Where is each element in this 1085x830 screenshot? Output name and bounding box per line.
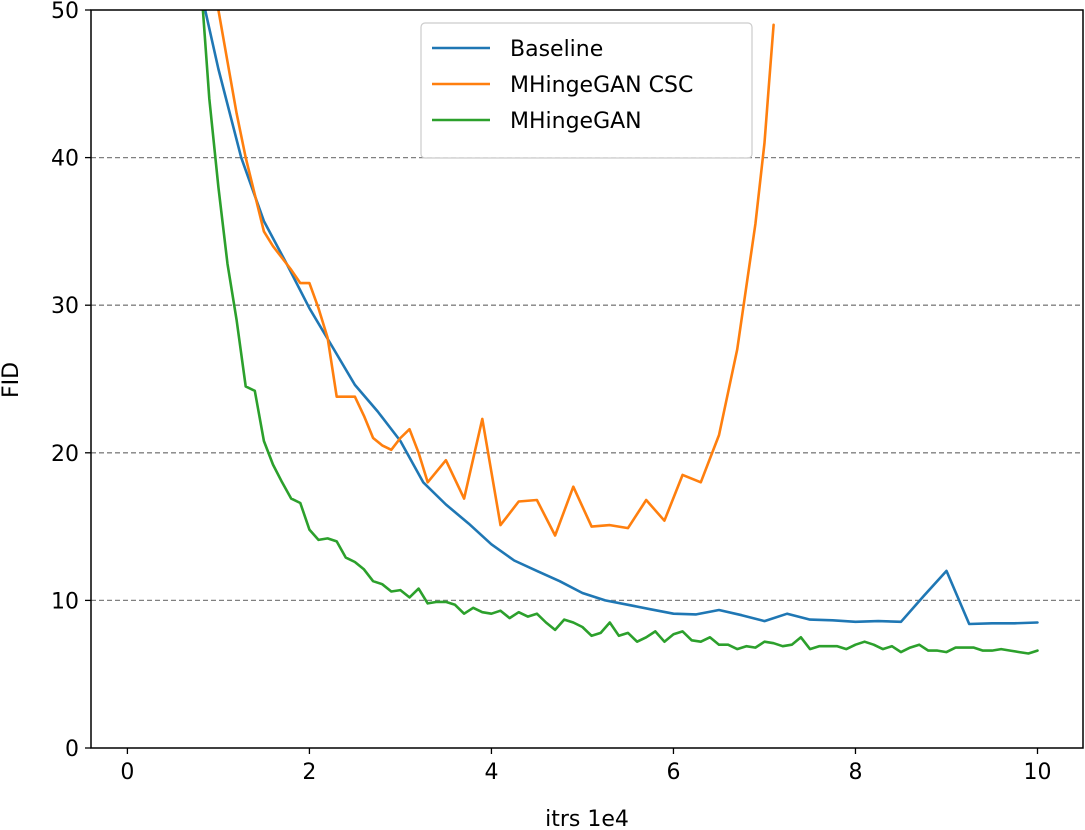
y-tick-label: 10 [51, 589, 79, 614]
series-line-baseline [203, 10, 1039, 626]
series-line-mhingegan [201, 10, 1039, 655]
x-tick-label: 4 [484, 760, 498, 785]
legend-label-mhingegan-csc: MHingeGAN CSC [510, 73, 693, 98]
y-tick-label: 30 [51, 294, 79, 319]
legend-box [420, 22, 753, 159]
legend-label-mhingegan: MHingeGAN [510, 109, 642, 134]
x-tick-label: 0 [120, 760, 134, 785]
series-line-mhingegan-csc [217, 10, 775, 537]
series-lines [201, 10, 1039, 655]
x-tick-label: 6 [666, 760, 680, 785]
legend: Baseline MHingeGAN CSC MHingeGAN [420, 22, 753, 159]
x-axis-label: itrs 1e4 [545, 807, 629, 830]
x-tick-label: 8 [848, 760, 862, 785]
y-tick-label: 20 [51, 442, 79, 467]
legend-label-baseline: Baseline [510, 37, 603, 62]
plot-frame [90, 9, 1084, 749]
y-tick-label: 0 [65, 737, 79, 762]
grid-lines [91, 156, 1083, 602]
y-tick-label: 50 [51, 0, 79, 24]
axis-ticks: 0 2 4 6 8 10 0 10 20 30 40 50 [51, 0, 1051, 785]
y-axis-label: FID [0, 362, 24, 398]
y-tick-label: 40 [51, 147, 79, 172]
x-tick-label: 2 [302, 760, 316, 785]
x-tick-label: 10 [1023, 760, 1051, 785]
